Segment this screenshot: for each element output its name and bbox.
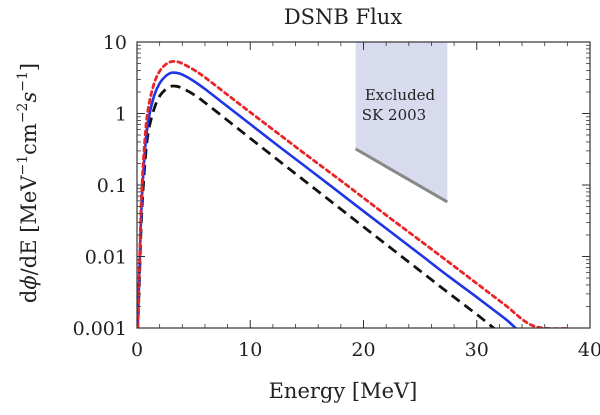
x-tick-label: 40 bbox=[578, 339, 600, 361]
chart-title: DSNB Flux bbox=[284, 5, 403, 29]
x-tick-label: 20 bbox=[351, 339, 375, 361]
x-tick-label: 0 bbox=[131, 339, 143, 361]
y-label-sup1: −1 bbox=[15, 155, 31, 176]
y-label-sup2: −2 bbox=[15, 103, 31, 124]
y-label-sup3: −1 bbox=[15, 71, 31, 92]
excluded-region-limit-line bbox=[354, 147, 449, 204]
series-layer bbox=[137, 60, 570, 328]
annotation-layer: Excluded SK 2003 bbox=[362, 86, 436, 124]
y-label-phi: ϕ bbox=[17, 275, 41, 289]
x-tick-label: 10 bbox=[238, 339, 262, 361]
tick-label-layer: 0 10 20 30 40 0.001 0.01 0.1 1 10 bbox=[73, 32, 600, 361]
series-line-solid bbox=[137, 71, 560, 328]
excluded-label-line1: Excluded bbox=[365, 86, 436, 104]
excluded-region-layer bbox=[354, 42, 449, 204]
x-tick-label: 30 bbox=[465, 339, 489, 361]
series-line-dashed bbox=[137, 84, 555, 328]
y-label-prefix: d bbox=[17, 290, 41, 303]
y-label-s: s bbox=[17, 92, 41, 103]
y-tick-label: 0.01 bbox=[85, 247, 127, 269]
y-label-mid: /dE [MeV bbox=[17, 175, 41, 276]
y-label-cm: cm bbox=[17, 123, 41, 155]
x-axis-label: Energy [MeV] bbox=[269, 379, 418, 403]
excluded-label-line2: SK 2003 bbox=[362, 106, 426, 124]
y-tick-label: 1 bbox=[115, 104, 127, 126]
series-line-dotted bbox=[137, 60, 570, 328]
y-tick-label: 0.001 bbox=[73, 318, 127, 340]
y-tick-label: 0.1 bbox=[97, 175, 127, 197]
tick-layer bbox=[136, 41, 591, 329]
y-axis-label: dϕ/dE [MeV−1cm−2s−1] bbox=[15, 63, 41, 303]
y-label-suffix: ] bbox=[17, 63, 41, 71]
y-tick-label: 10 bbox=[103, 32, 127, 54]
